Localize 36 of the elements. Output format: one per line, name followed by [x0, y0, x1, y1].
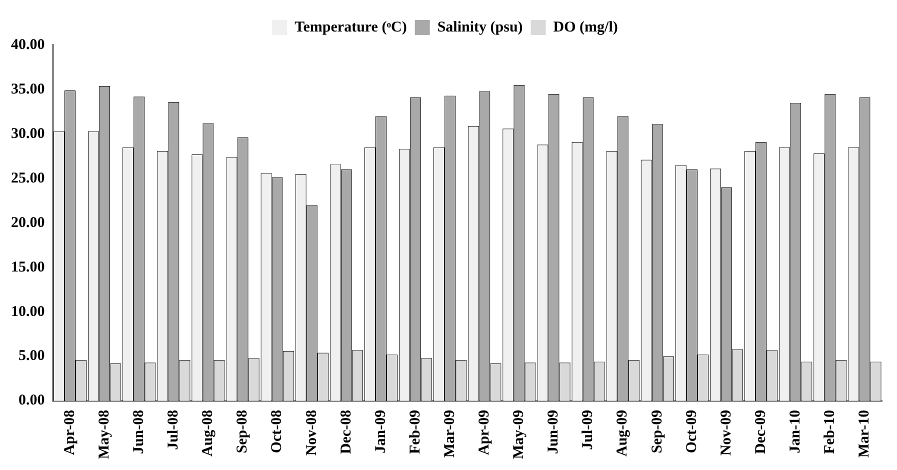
x-tick-label: Jun-09	[546, 410, 562, 454]
x-tick-label: May-09	[511, 410, 528, 460]
x-tick-label: Oct-09	[684, 410, 700, 454]
x-tick-label: May-08	[96, 410, 112, 460]
x-tick-label: Dec-09	[752, 410, 769, 454]
y-tick-label: 25.00	[11, 170, 45, 186]
x-tick-label: Mar-10	[856, 410, 873, 458]
legend-label: Temperature (ᵒC)	[294, 19, 407, 36]
x-tick-label: Aug-08	[200, 410, 216, 457]
x-tick-label: Mar-09	[442, 410, 458, 458]
x-tick-label: Feb-09	[407, 410, 424, 454]
legend-label: Salinity (psu)	[437, 19, 523, 36]
x-tick-label: Apr-08	[62, 410, 78, 456]
y-tick-label: 35.00	[11, 81, 45, 98]
y-tick-label: 30.00	[11, 126, 45, 142]
x-tick-label: Jun-08	[131, 410, 148, 454]
x-tick-label: Sep-08	[234, 410, 251, 454]
x-tick-label: Feb-10	[822, 410, 838, 454]
y-tick-label: 5.00	[18, 348, 45, 364]
x-tick-label: Nov-08	[304, 410, 320, 456]
x-tick-label: Jul-08	[166, 410, 182, 450]
x-tick-label: Nov-09	[718, 410, 734, 456]
x-tick-label: Oct-08	[269, 410, 286, 454]
y-tick-label: 0.00	[18, 392, 45, 409]
x-tick-label: Jul-09	[580, 410, 596, 450]
y-tick-label: 40.00	[11, 36, 45, 53]
y-tick-label: 20.00	[11, 214, 45, 231]
x-tick-label: Sep-09	[649, 410, 666, 454]
x-tick-label: Jan-10	[787, 410, 804, 454]
y-tick-label: 15.00	[11, 259, 45, 276]
x-tick-label: Dec-08	[338, 410, 354, 454]
x-tick-label: Aug-09	[614, 410, 631, 457]
legend-label: DO (mg/l)	[553, 19, 618, 36]
x-tick-label: Jan-09	[372, 410, 389, 454]
y-tick-label: 10.00	[11, 304, 45, 320]
x-tick-label: Apr-09	[476, 410, 493, 456]
